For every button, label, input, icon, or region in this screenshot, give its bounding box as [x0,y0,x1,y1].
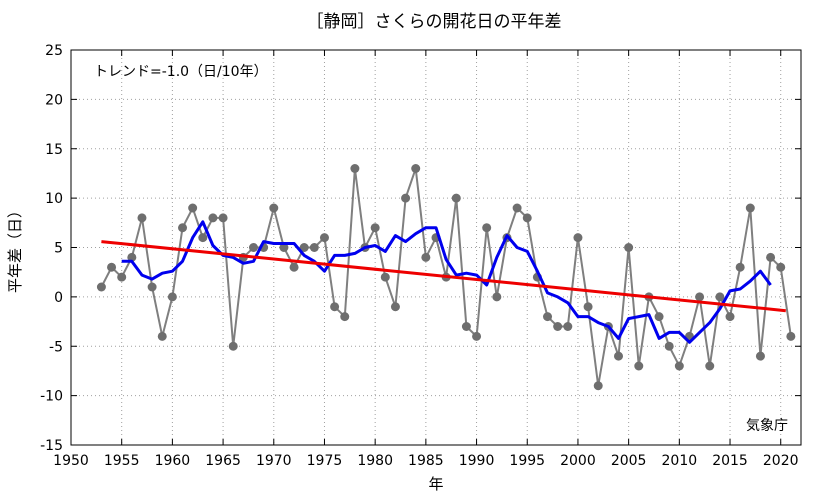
annual-data-point [289,262,299,272]
annual-data-point [107,262,117,272]
annual-data-point [786,331,796,341]
annual-data-point [401,193,411,203]
y-tick-label: 0 [54,290,63,306]
annual-data-point [390,302,400,312]
annual-data-point [766,252,776,262]
x-tick-label: 2010 [662,453,698,469]
axis-ticks: 1950 1955 1960 1965 1970 1975 1980 1985 1990 1995… [40,43,801,469]
annual-data-point [553,322,563,331]
y-tick-label: 15 [45,142,63,158]
x-tick-label: 1970 [256,453,292,469]
trend-annotation: トレンド=-1.0（日/10年） [94,64,268,80]
y-tick-label: -5 [49,339,63,355]
annual-data-point [411,164,421,173]
y-axis-title: 平年差（日） [6,203,24,293]
annual-data-point [228,341,238,351]
annual-data-point [735,262,745,272]
annual-data-point [776,262,786,272]
annual-data-point [573,233,583,243]
moving-average-line [121,220,772,344]
annual-data-point [380,272,390,282]
annual-data-point [299,243,309,252]
annual-data-point [695,292,705,302]
source-annotation: 気象庁 [746,418,788,434]
y-tick-label: 25 [45,43,63,59]
y-tick-label: 5 [54,241,63,257]
x-tick-label: 1950 [53,453,89,469]
annual-data-point [340,312,350,322]
annual-data-point [755,351,765,361]
annual-data-point [198,233,208,243]
annual-data-point [451,193,461,203]
annual-data-point [563,322,573,331]
x-tick-label: 2020 [763,453,799,469]
x-tick-label: 1990 [459,453,495,469]
annual-data-point [188,203,198,213]
x-tick-label: 1965 [205,453,241,469]
annual-data-point [461,322,471,331]
annual-data-point [157,331,167,341]
annual-data-point [127,252,137,262]
grid-lines [71,50,801,445]
x-tick-label: 2005 [611,453,647,469]
y-tick-label: -10 [40,389,63,405]
trend-line [101,240,786,313]
x-tick-label: 1995 [509,453,545,469]
annual-data-point [674,361,684,371]
y-tick-label: 10 [45,191,63,207]
annual-data-point [583,302,593,312]
annual-data-point [472,331,482,341]
annual-data-point [208,213,218,223]
annual-data-point [624,243,634,252]
annual-data-point [715,292,725,302]
annual-data-point [482,223,492,233]
annual-data-point [593,381,603,391]
y-tick-label: -15 [40,438,63,454]
annual-data-point [705,361,715,371]
annual-data-point [218,213,228,223]
annual-data-point [543,312,553,322]
x-tick-label: 1985 [408,453,444,469]
annual-data-point [137,213,147,223]
series-layer [96,164,796,391]
annual-data-point [249,243,258,252]
x-tick-label: 1955 [104,453,140,469]
annual-data-point [178,223,188,233]
annual-data-point [725,312,735,322]
y-tick-label: 20 [45,92,63,108]
annual-data-point [319,233,329,243]
annual-data-point [492,292,502,302]
x-tick-label: 1960 [155,453,191,469]
x-tick-label: 1980 [357,453,393,469]
annual-data-point [370,223,380,233]
chart-title: ［静岡］さくらの開花日の平年差 [307,12,562,32]
annual-data-point [614,351,623,361]
annual-data-point [512,203,522,213]
annual-data-point [522,213,532,223]
annual-data-point [745,203,755,213]
annual-data-point [350,164,360,173]
annual-data-point [269,203,279,213]
annual-data-point [117,272,127,282]
annual-data-point [654,312,664,322]
x-axis-title: 年 [428,475,443,493]
annual-data-point [147,282,157,292]
annual-data-point [309,243,319,252]
annual-data-point [330,302,340,312]
annual-data-point [96,282,106,292]
x-tick-label: 2015 [712,453,748,469]
x-tick-label: 1975 [307,453,343,469]
annual-data-point [167,292,177,302]
annual-data-point [634,361,644,371]
annual-data-point [664,341,674,351]
x-tick-label: 2000 [560,453,596,469]
annual-data-point [421,252,431,262]
annual-data-point [279,243,289,252]
